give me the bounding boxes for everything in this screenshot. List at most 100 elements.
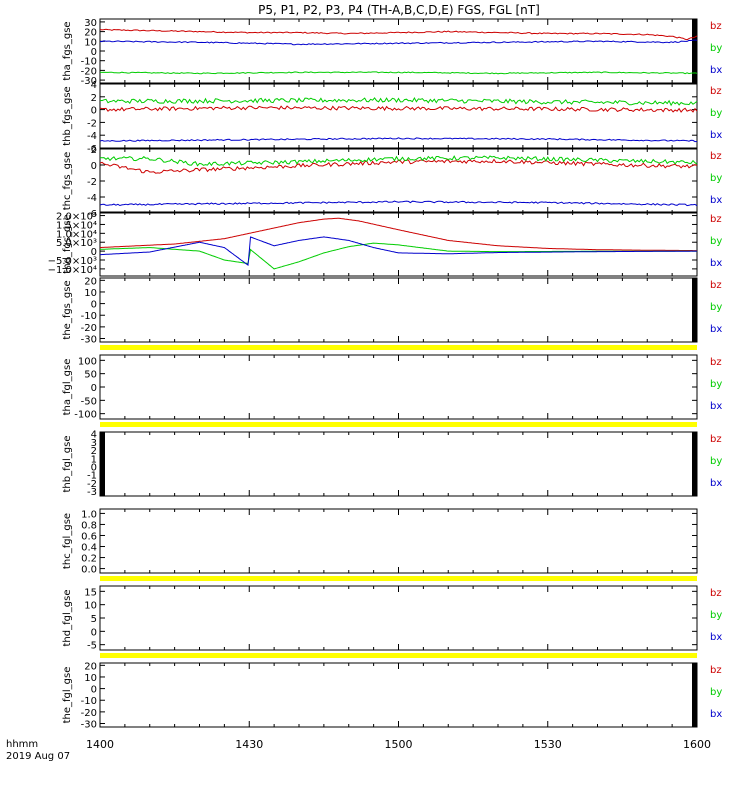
time-tick-label: 1430 (235, 738, 263, 751)
legend-bx: bx (710, 478, 722, 489)
nodata-band (100, 345, 697, 350)
legend-by: by (710, 456, 722, 467)
y-tick-label: 0 (91, 47, 97, 58)
y-tick-label: -30 (81, 335, 97, 346)
y-tick-label: 4 (91, 430, 97, 441)
time-tick-label: 1500 (385, 738, 413, 751)
legend-bx: bx (710, 632, 722, 643)
y-tick-label: -2 (87, 479, 97, 490)
y-tick-label: 0 (91, 161, 97, 172)
y-tick-label: -5 (87, 641, 97, 652)
panel-frame (99, 83, 698, 149)
series-bx (99, 200, 698, 207)
y-tick-label: 10 (84, 673, 97, 684)
y-tick-label: −5.0×10³ (48, 256, 97, 267)
y-tick-label: 10 (84, 37, 97, 48)
y-tick-label: -20 (81, 708, 97, 719)
y-axis-label: tha_fgl_gse (62, 359, 73, 416)
legend-bz: bz (710, 151, 722, 162)
y-tick-label: 0.8 (81, 520, 97, 531)
y-tick-label: 1.0×10⁴ (56, 229, 97, 240)
panel-frame (99, 431, 698, 497)
series-bz (99, 105, 698, 113)
y-axis-label: tha_fgs_gse (62, 21, 73, 80)
legend-bz: bz (710, 665, 722, 676)
legend-by: by (710, 302, 722, 313)
panel-frame (99, 18, 698, 84)
y-tick-label: 1.5×10⁴ (56, 220, 97, 231)
panel-frame (99, 662, 698, 728)
panel-frame (99, 354, 698, 420)
y-tick-label: 0 (91, 300, 97, 311)
panel-thc_fgl_gse: 1.00.80.60.40.20.0 thc_fgl_gse (62, 508, 698, 581)
legend-by: by (710, 173, 722, 184)
panel-thb_fgs_gse: 4 2 0-2 -4 -6 thb_fgs_gse bz by bx (62, 80, 722, 155)
series-bx (99, 236, 697, 267)
y-tick-label: -20 (81, 66, 97, 77)
series-by (99, 96, 698, 107)
y-tick-label: 20 (84, 661, 97, 672)
legend-by: by (710, 379, 722, 390)
legend-bx: bx (710, 258, 722, 269)
y-tick-label: -6 (87, 209, 97, 220)
y-tick-label: -4 (87, 131, 97, 142)
legend-bz: bz (710, 434, 722, 445)
legend-bz: bz (710, 357, 722, 368)
y-tick-label: 0 (91, 462, 97, 473)
legend-by: by (710, 108, 722, 119)
edge-bar-right (692, 278, 697, 342)
y-tick-label: -4 (87, 193, 97, 204)
edge-bar-right (692, 432, 697, 496)
y-tick-label: 0.4 (81, 543, 97, 554)
y-axis-label: thd_fgl_gse (62, 590, 73, 647)
y-tick-label: 0 (91, 685, 97, 696)
y-tick-label: 10 (84, 601, 97, 612)
y-axis-label: thb_fgl_gse (62, 436, 73, 493)
panel-thd_fgl_gse: 15 10 5 0 -5 thd_fgl_gse bz by bx (62, 585, 722, 658)
legend-bx: bx (710, 195, 722, 206)
y-tick-label: 1 (91, 454, 97, 465)
y-tick-label: -3 (87, 487, 97, 498)
legend-by: by (710, 236, 722, 247)
y-tick-label: 5 (91, 614, 97, 625)
y-tick-label: 2 (91, 145, 97, 156)
series-bx (99, 39, 698, 46)
y-tick-label: 10 (84, 288, 97, 299)
y-tick-label: -10 (81, 57, 97, 68)
edge-bar-left (100, 432, 105, 496)
series-bz (99, 28, 698, 41)
y-tick-label: -10 (81, 696, 97, 707)
y-axis-label: thc_fgs_gse (62, 152, 73, 211)
legend-bx: bx (710, 709, 722, 720)
y-tick-label: 30 (84, 18, 97, 29)
series-bz (99, 217, 697, 252)
nodata-band (100, 422, 697, 427)
time-tick-label: 1530 (534, 738, 562, 751)
panel-frame (99, 585, 698, 651)
edge-bar-right (692, 19, 697, 83)
y-tick-label: 100 (78, 356, 97, 367)
y-tick-label: 50 (84, 370, 97, 381)
series-by (99, 155, 698, 167)
time-axis: 1400 1430 1500 1530 1600 (86, 738, 711, 751)
nodata-band (100, 576, 697, 581)
y-tick-label: 3 (91, 438, 97, 449)
y-tick-label: 0 (91, 247, 97, 258)
series-bx (99, 137, 698, 143)
legend-bx: bx (710, 401, 722, 412)
y-tick-label: -100 (74, 410, 97, 421)
legend-by: by (710, 687, 722, 698)
y-axis-label: the_fgl_gse (62, 667, 73, 724)
legend-bz: bz (710, 280, 722, 291)
legend-by: by (710, 610, 722, 621)
y-tick-label: 2.0×10⁴ (56, 212, 97, 223)
y-tick-label: 20 (84, 276, 97, 287)
y-tick-label: 0.0 (81, 565, 97, 576)
y-tick-label: 0 (91, 106, 97, 117)
y-tick-label: -1 (87, 471, 97, 482)
